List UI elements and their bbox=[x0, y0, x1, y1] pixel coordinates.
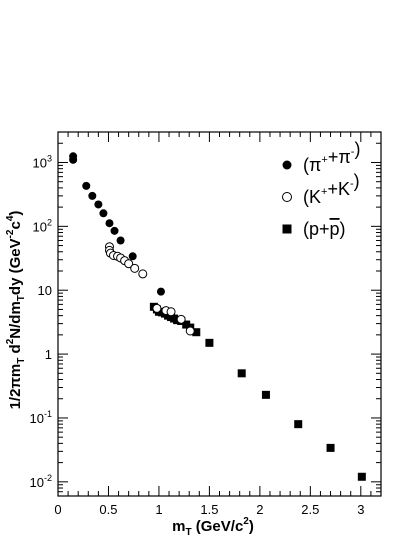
series-0 bbox=[69, 152, 165, 296]
y-tick-label: 10 bbox=[38, 283, 52, 298]
data-point bbox=[294, 420, 303, 429]
y-tick-label: 10-2 bbox=[30, 473, 52, 490]
data-point bbox=[130, 263, 140, 273]
data-point bbox=[185, 326, 195, 336]
data-point bbox=[237, 369, 246, 378]
data-point bbox=[156, 287, 165, 296]
data-point bbox=[69, 155, 78, 164]
data-point bbox=[166, 307, 176, 317]
y-tick-label: 102 bbox=[33, 217, 52, 234]
y-tick-label: 10-1 bbox=[30, 409, 52, 426]
y-tick-label: 1 bbox=[45, 347, 52, 362]
x-tick-label: 1.5 bbox=[200, 502, 218, 517]
y-tick-label: 103 bbox=[33, 153, 52, 170]
data-point bbox=[176, 314, 186, 324]
data-point bbox=[205, 338, 214, 347]
x-tick-label: 1 bbox=[155, 502, 162, 517]
data-point bbox=[128, 252, 137, 261]
x-tick-label: 0.5 bbox=[99, 502, 117, 517]
data-point bbox=[182, 320, 191, 329]
data-point bbox=[99, 209, 108, 218]
data-point bbox=[138, 269, 148, 279]
axis-ticks: 0 0.5 1 1.5 2 2.5 3 10-2 10-1 1 10 102 103 bbox=[30, 131, 382, 517]
data-point bbox=[110, 226, 119, 235]
x-tick-label: 2 bbox=[256, 502, 263, 517]
y-axis-label: 1/2πmT d2N/dmTdy (GeV-2c4) bbox=[5, 211, 27, 410]
data-point bbox=[94, 200, 103, 209]
x-tick-label: 3 bbox=[357, 502, 364, 517]
data-point bbox=[261, 390, 270, 399]
data-point bbox=[88, 191, 97, 200]
data-points bbox=[69, 152, 366, 481]
data-point bbox=[326, 443, 335, 452]
legend: (π++π-)(K++K-) (p+p) bbox=[282, 139, 360, 239]
legend-marker bbox=[282, 224, 292, 234]
series-1 bbox=[104, 242, 195, 336]
data-point bbox=[357, 472, 366, 481]
legend-label: (p+p) bbox=[303, 219, 346, 239]
legend-label: (K++K-) bbox=[303, 171, 360, 207]
series-2 bbox=[149, 302, 366, 481]
legend-marker bbox=[282, 192, 292, 202]
data-point bbox=[192, 328, 201, 337]
x-tick-label: 0 bbox=[54, 502, 61, 517]
legend-marker bbox=[282, 160, 292, 170]
data-point bbox=[82, 181, 91, 190]
data-point bbox=[116, 236, 125, 245]
data-point bbox=[152, 303, 162, 313]
x-tick-label: 2.5 bbox=[301, 502, 319, 517]
x-axis-label: mT (GeV/c2) bbox=[172, 516, 254, 538]
data-point bbox=[105, 219, 114, 228]
legend-label: (π++π-) bbox=[303, 139, 360, 175]
data-point bbox=[124, 259, 134, 269]
